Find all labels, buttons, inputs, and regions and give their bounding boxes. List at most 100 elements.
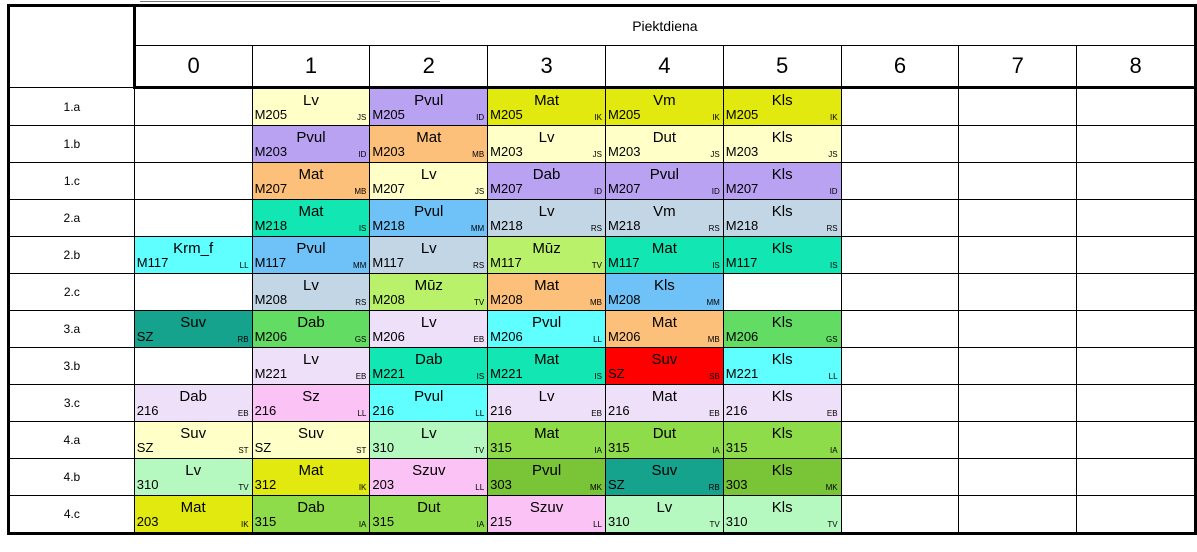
empty-slot[interactable] (1076, 310, 1196, 348)
lesson-cell[interactable]: Lv M207 JS (369, 162, 489, 200)
empty-slot[interactable] (1076, 273, 1196, 311)
empty-slot[interactable] (958, 162, 1078, 200)
empty-slot[interactable] (958, 199, 1078, 237)
lesson-cell[interactable]: Dut M203 JS (604, 125, 724, 163)
empty-slot[interactable] (958, 495, 1078, 534)
lesson-cell[interactable]: Lv 216 EB (487, 384, 606, 422)
lesson-cell[interactable]: Kls M208 MM (604, 273, 724, 311)
lesson-cell[interactable]: Kls M205 IK (722, 87, 842, 126)
empty-slot[interactable] (840, 495, 960, 534)
lesson-cell[interactable]: Lv M203 JS (487, 125, 606, 163)
lesson-cell[interactable]: Mūz M208 TV (369, 273, 489, 311)
lesson-cell[interactable]: Lv 310 TV (133, 458, 253, 496)
empty-slot[interactable] (840, 125, 960, 163)
lesson-cell[interactable]: Dab 216 EB (133, 384, 253, 422)
empty-slot[interactable] (133, 273, 253, 311)
lesson-cell[interactable]: Kls 303 MK (722, 458, 842, 496)
lesson-cell[interactable]: Mat 315 IA (487, 421, 606, 459)
lesson-cell[interactable]: Dab M207 ID (487, 162, 606, 200)
empty-slot[interactable] (840, 310, 960, 348)
lesson-cell[interactable]: Lv M208 RS (251, 273, 371, 311)
lesson-cell[interactable]: Mat 312 IK (251, 458, 371, 496)
empty-slot[interactable] (840, 384, 960, 422)
lesson-cell[interactable]: Kls M221 LL (722, 347, 842, 385)
empty-slot[interactable] (958, 347, 1078, 385)
lesson-cell[interactable]: Mat M221 IS (487, 347, 606, 385)
empty-slot[interactable] (958, 87, 1078, 126)
lesson-cell[interactable]: Suv SZ SB (604, 347, 724, 385)
lesson-cell[interactable]: Dab M221 IS (369, 347, 489, 385)
lesson-cell[interactable]: Pvul M203 ID (251, 125, 371, 163)
lesson-cell[interactable]: Pvul M207 ID (604, 162, 724, 200)
empty-slot[interactable] (840, 458, 960, 496)
empty-slot[interactable] (133, 87, 253, 126)
empty-slot[interactable] (958, 384, 1078, 422)
lesson-cell[interactable]: Sz 216 LL (251, 384, 371, 422)
lesson-cell[interactable]: Pvul 303 MK (487, 458, 606, 496)
empty-slot[interactable] (840, 162, 960, 200)
lesson-cell[interactable]: Kls M206 GS (722, 310, 842, 348)
empty-slot[interactable] (840, 87, 960, 126)
empty-slot[interactable] (958, 458, 1078, 496)
lesson-cell[interactable]: Lv M117 RS (369, 236, 489, 274)
lesson-cell[interactable]: Szuv 215 LL (487, 495, 606, 534)
lesson-cell[interactable]: Mat 203 IK (133, 495, 253, 534)
empty-slot[interactable] (1076, 421, 1196, 459)
empty-slot[interactable] (958, 273, 1078, 311)
lesson-cell[interactable]: Lv 310 TV (604, 495, 724, 534)
lesson-cell[interactable]: Vm M205 IK (604, 87, 724, 126)
empty-slot[interactable] (840, 347, 960, 385)
lesson-cell[interactable]: Pvul M205 ID (369, 87, 489, 126)
lesson-cell[interactable]: Kls M117 IS (722, 236, 842, 274)
empty-slot[interactable] (133, 125, 253, 163)
lesson-cell[interactable]: Suv SZ ST (133, 421, 253, 459)
lesson-cell[interactable]: Mat M117 IS (604, 236, 724, 274)
empty-slot[interactable] (1076, 199, 1196, 237)
empty-slot[interactable] (1076, 458, 1196, 496)
empty-slot[interactable] (722, 273, 842, 311)
lesson-cell[interactable]: Kls M218 RS (722, 199, 842, 237)
empty-slot[interactable] (133, 347, 253, 385)
empty-slot[interactable] (1076, 162, 1196, 200)
lesson-cell[interactable]: Dab 315 IA (251, 495, 371, 534)
empty-slot[interactable] (958, 310, 1078, 348)
empty-slot[interactable] (133, 162, 253, 200)
lesson-cell[interactable]: Lv M218 RS (487, 199, 606, 237)
lesson-cell[interactable]: Vm M218 RS (604, 199, 724, 237)
empty-slot[interactable] (133, 199, 253, 237)
empty-slot[interactable] (1076, 236, 1196, 274)
lesson-cell[interactable]: Kls M207 ID (722, 162, 842, 200)
lesson-cell[interactable]: Mat 216 EB (604, 384, 724, 422)
lesson-cell[interactable]: Suv SZ RB (604, 458, 724, 496)
empty-slot[interactable] (840, 273, 960, 311)
lesson-cell[interactable]: Lv M221 EB (251, 347, 371, 385)
lesson-cell[interactable]: Mat M207 MB (251, 162, 371, 200)
empty-slot[interactable] (840, 199, 960, 237)
lesson-cell[interactable]: Dut 315 IA (604, 421, 724, 459)
lesson-cell[interactable]: Kls 216 EB (722, 384, 842, 422)
empty-slot[interactable] (958, 125, 1078, 163)
lesson-cell[interactable]: Dab M206 GS (251, 310, 371, 348)
lesson-cell[interactable]: Mat M205 IK (487, 87, 606, 126)
empty-slot[interactable] (958, 236, 1078, 274)
lesson-cell[interactable]: Suv SZ ST (251, 421, 371, 459)
lesson-cell[interactable]: Suv SZ RB (133, 310, 253, 348)
empty-slot[interactable] (1076, 384, 1196, 422)
lesson-cell[interactable]: Szuv 203 LL (369, 458, 489, 496)
lesson-cell[interactable]: Mat M203 MB (369, 125, 489, 163)
lesson-cell[interactable]: Pvul 216 LL (369, 384, 489, 422)
lesson-cell[interactable]: Pvul M206 LL (487, 310, 606, 348)
lesson-cell[interactable]: Lv M206 EB (369, 310, 489, 348)
empty-slot[interactable] (958, 421, 1078, 459)
lesson-cell[interactable]: Dut 315 IA (369, 495, 489, 534)
lesson-cell[interactable]: Kls 310 TV (722, 495, 842, 534)
lesson-cell[interactable]: Lv 310 TV (369, 421, 489, 459)
lesson-cell[interactable]: Krm_f M117 LL (133, 236, 253, 274)
empty-slot[interactable] (1076, 87, 1196, 126)
lesson-cell[interactable]: Lv M205 JS (251, 87, 371, 126)
lesson-cell[interactable]: Kls 315 IA (722, 421, 842, 459)
lesson-cell[interactable]: Mat M208 MB (487, 273, 606, 311)
lesson-cell[interactable]: Pvul M218 MM (369, 199, 489, 237)
empty-slot[interactable] (840, 236, 960, 274)
empty-slot[interactable] (1076, 495, 1196, 534)
